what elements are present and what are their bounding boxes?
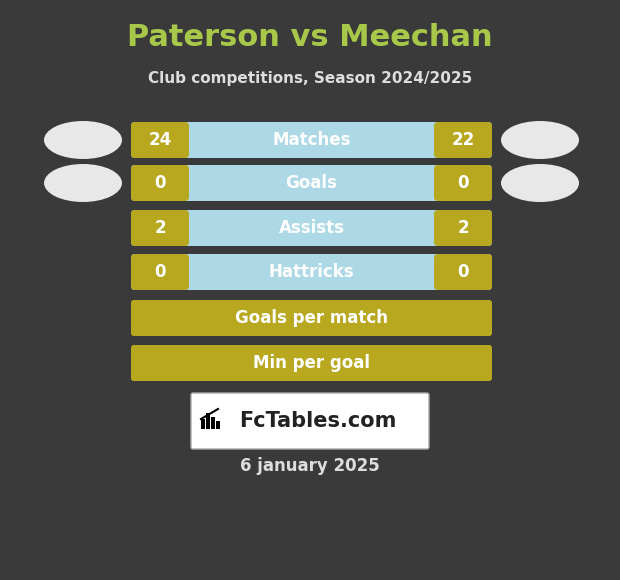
FancyBboxPatch shape (131, 122, 492, 158)
Bar (201, 419, 205, 429)
Text: Hattricks: Hattricks (268, 263, 354, 281)
Ellipse shape (44, 164, 122, 202)
Text: Goals: Goals (286, 174, 337, 192)
FancyBboxPatch shape (131, 254, 492, 290)
Bar (216, 421, 220, 429)
Text: 0: 0 (154, 174, 166, 192)
Text: 6 january 2025: 6 january 2025 (240, 457, 380, 475)
FancyBboxPatch shape (131, 165, 492, 201)
FancyBboxPatch shape (434, 300, 492, 336)
FancyBboxPatch shape (131, 254, 189, 290)
Text: 2: 2 (154, 219, 166, 237)
Text: 0: 0 (458, 174, 469, 192)
Ellipse shape (44, 121, 122, 159)
FancyBboxPatch shape (434, 165, 492, 201)
Ellipse shape (501, 121, 579, 159)
FancyBboxPatch shape (131, 300, 492, 336)
FancyBboxPatch shape (131, 345, 492, 381)
Text: 22: 22 (451, 131, 475, 149)
Text: FcTables.com: FcTables.com (239, 411, 397, 431)
FancyBboxPatch shape (131, 345, 189, 381)
FancyBboxPatch shape (131, 300, 189, 336)
Bar (211, 417, 215, 429)
Bar (206, 413, 210, 429)
Text: 0: 0 (458, 263, 469, 281)
FancyBboxPatch shape (434, 345, 492, 381)
Text: Goals per match: Goals per match (235, 309, 388, 327)
Ellipse shape (501, 164, 579, 202)
FancyBboxPatch shape (131, 300, 492, 336)
Text: Matches: Matches (272, 131, 351, 149)
Text: 24: 24 (148, 131, 172, 149)
FancyBboxPatch shape (131, 345, 492, 381)
Text: Min per goal: Min per goal (253, 354, 370, 372)
FancyBboxPatch shape (131, 210, 492, 246)
FancyBboxPatch shape (191, 393, 429, 449)
FancyBboxPatch shape (131, 122, 189, 158)
Text: Paterson vs Meechan: Paterson vs Meechan (127, 24, 493, 53)
Text: Assists: Assists (278, 219, 345, 237)
Text: 0: 0 (154, 263, 166, 281)
FancyBboxPatch shape (434, 122, 492, 158)
FancyBboxPatch shape (131, 210, 189, 246)
FancyBboxPatch shape (434, 210, 492, 246)
FancyBboxPatch shape (434, 254, 492, 290)
FancyBboxPatch shape (131, 165, 189, 201)
Text: Club competitions, Season 2024/2025: Club competitions, Season 2024/2025 (148, 71, 472, 85)
Text: 2: 2 (457, 219, 469, 237)
